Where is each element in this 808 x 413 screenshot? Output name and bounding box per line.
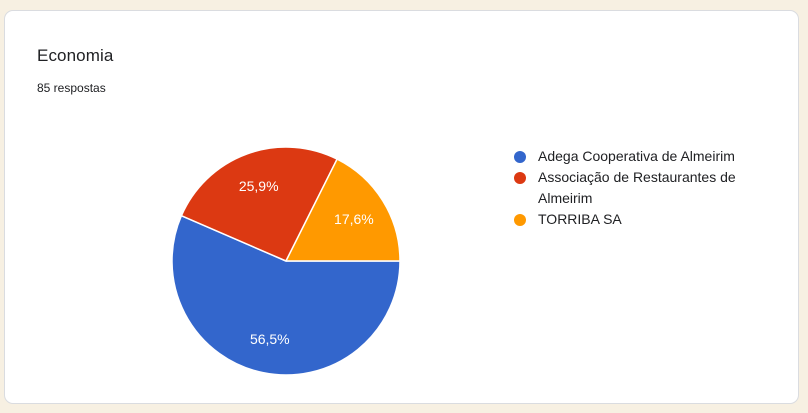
responses-count: 85 respostas: [37, 81, 106, 95]
legend-item: Associação de Restaurantes de Almeirim: [514, 167, 762, 209]
pie-slice-percent-label: 25,9%: [239, 178, 279, 194]
chart-legend: Adega Cooperativa de Almeirim Associação …: [514, 146, 762, 230]
legend-color-dot-icon: [514, 213, 526, 226]
legend-item-label: Adega Cooperativa de Almeirim: [538, 148, 735, 164]
pie-chart: 56,5% 25,9% 17,6%: [171, 146, 401, 376]
question-title: Economia: [37, 46, 114, 65]
legend-item-label: TORRIBA SA: [538, 211, 622, 227]
legend-color-dot-icon: [514, 171, 526, 184]
pie-slice[interactable]: [180, 146, 338, 262]
pie-slice[interactable]: [285, 158, 401, 262]
legend-color-dot-icon: [514, 150, 526, 163]
pie-slice-percent-label: 17,6%: [334, 211, 374, 227]
legend-item: Adega Cooperativa de Almeirim: [514, 146, 762, 167]
legend-item: TORRIBA SA: [514, 209, 762, 230]
summary-card: Economia 85 respostas 56,5% 25,9% 17,6% Ad…: [4, 10, 799, 404]
pie-slice-percent-label: 56,5%: [250, 331, 290, 347]
pie-slice[interactable]: [171, 214, 401, 376]
legend-item-label: Associação de Restaurantes de Almeirim: [538, 169, 736, 206]
